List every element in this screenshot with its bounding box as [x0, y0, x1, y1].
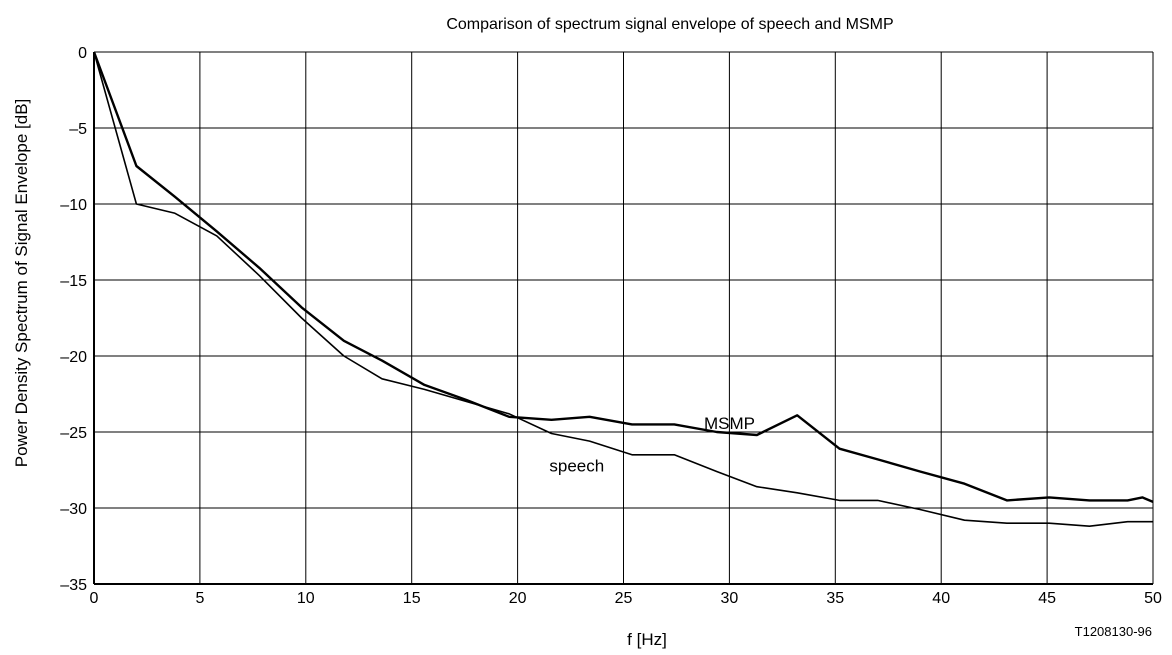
y-tick-labels: 0 –5 –10 –15 –20 –25 –30 –35: [60, 45, 87, 594]
y-tick-label: –35: [60, 577, 87, 594]
x-tick-label: 50: [1144, 590, 1162, 607]
x-tick-label: 0: [90, 590, 99, 607]
x-tick-label: 15: [403, 590, 421, 607]
y-tick-label: 0: [78, 45, 87, 62]
x-tick-label: 45: [1038, 590, 1056, 607]
y-tick-label: –10: [60, 197, 87, 214]
y-tick-label: –20: [60, 349, 87, 366]
x-tick-label: 35: [826, 590, 844, 607]
annotation-speech: speech: [549, 457, 604, 476]
y-tick-label: –5: [69, 121, 87, 138]
x-tick-label: 30: [721, 590, 739, 607]
grid: [94, 52, 1153, 584]
annotation-msmp: MSMP: [704, 414, 755, 433]
y-axis-label: Power Density Spectrum of Signal Envelop…: [12, 99, 31, 468]
x-tick-label: 25: [615, 590, 633, 607]
x-tick-label: 40: [932, 590, 950, 607]
annotations: MSMP speech: [549, 414, 755, 476]
x-axis-label: f [Hz]: [627, 630, 667, 649]
y-tick-label: –15: [60, 273, 87, 290]
x-tick-label: 10: [297, 590, 315, 607]
x-tick-labels: 0 5 10 15 20 25 30 35 40 45 50: [90, 590, 1162, 607]
y-tick-label: –30: [60, 501, 87, 518]
chart-title: Comparison of spectrum signal envelope o…: [446, 16, 893, 33]
x-tick-label: 20: [509, 590, 527, 607]
figure-id: T1208130-96: [1075, 624, 1152, 639]
x-tick-label: 5: [195, 590, 204, 607]
y-tick-label: –25: [60, 425, 87, 442]
